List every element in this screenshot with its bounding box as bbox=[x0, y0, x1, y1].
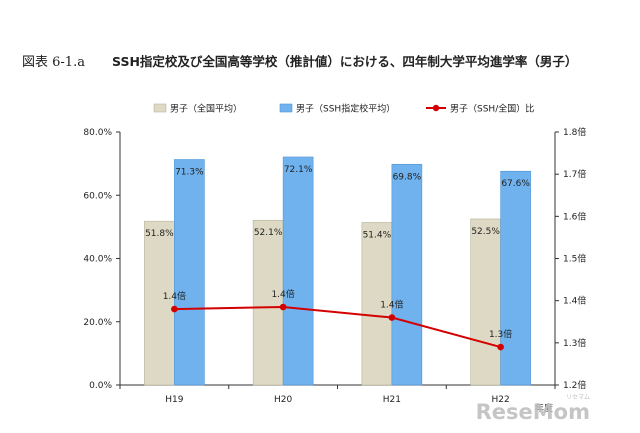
legend: 男子（全国平均） 男子（SSH指定校平均） 男子（SSH/全国）比 bbox=[153, 103, 534, 115]
x-tick-label: H21 bbox=[383, 395, 401, 405]
bar-ssh-label: 71.3% bbox=[175, 168, 204, 178]
watermark-logo: ReseMom bbox=[476, 400, 590, 424]
y-right-tick-label: 1.8倍 bbox=[563, 126, 586, 138]
figure-label: 図表 6-1.a bbox=[22, 55, 85, 70]
legend-swatch-national bbox=[153, 103, 167, 113]
axes: 0.0% 20.0% 40.0% 60.0% 80.0% 1.2倍 1.3倍 1.4倍 1.5倍… bbox=[83, 126, 586, 414]
bar-national bbox=[470, 218, 501, 386]
bar-national bbox=[252, 219, 284, 386]
ratio-point bbox=[279, 303, 287, 311]
bars bbox=[144, 156, 531, 386]
chart-title: SSH指定校及び全国高等学校（推計値）における、四年制大学平均進学率（男子） bbox=[112, 54, 577, 69]
y-left-tick-label: 40.0% bbox=[83, 255, 112, 265]
ratio-point-label: 1.4倍 bbox=[163, 290, 186, 302]
x-tick-label: H19 bbox=[165, 395, 183, 405]
x-tick-label: H20 bbox=[274, 395, 292, 405]
legend-label-ssh: 男子（SSH指定校平均） bbox=[296, 103, 395, 115]
ratio-line bbox=[171, 303, 504, 351]
y-left-tick-label: 60.0% bbox=[83, 191, 112, 201]
y-left-tick-label: 20.0% bbox=[83, 318, 112, 328]
bar-ssh-label: 72.1% bbox=[284, 165, 313, 175]
bar-national-label: 51.4% bbox=[363, 230, 392, 240]
y-right-tick-label: 1.4倍 bbox=[563, 295, 586, 307]
y-right-tick-label: 1.7倍 bbox=[563, 168, 586, 180]
bar-ssh bbox=[500, 170, 531, 386]
data-labels: 51.8% 71.3% 52.1% 72.1% 51.4% 69.8% 52.5% 67.6%… bbox=[145, 165, 530, 340]
watermark: ReseMom リセマム bbox=[476, 394, 590, 424]
bar-national bbox=[144, 220, 175, 386]
legend-label-national: 男子（全国平均） bbox=[170, 103, 242, 115]
x-axis-label: 年度 bbox=[535, 402, 553, 414]
ratio-point bbox=[171, 305, 178, 313]
ratio-series-line bbox=[174, 305, 501, 349]
y-right-tick-label: 1.3倍 bbox=[563, 337, 586, 349]
bar-ssh bbox=[174, 159, 205, 386]
bar-ssh-label: 67.6% bbox=[501, 179, 530, 189]
bar-ssh bbox=[391, 163, 423, 386]
ratio-point bbox=[388, 314, 396, 321]
ratio-point bbox=[497, 343, 504, 351]
legend-marker-ratio bbox=[432, 104, 440, 112]
y-right-tick-label: 1.6倍 bbox=[563, 210, 586, 222]
legend-swatch-ssh bbox=[279, 103, 293, 113]
bar-national-label: 51.8% bbox=[145, 229, 174, 239]
y-left-tick-label: 80.0% bbox=[83, 128, 112, 138]
bar-national-label: 52.1% bbox=[254, 228, 283, 238]
ratio-point-label: 1.4倍 bbox=[271, 288, 294, 300]
legend-label-ratio: 男子（SSH/全国）比 bbox=[450, 103, 534, 115]
ratio-point-label: 1.4倍 bbox=[380, 299, 403, 311]
y-right-tick-label: 1.5倍 bbox=[563, 253, 586, 265]
bar-ssh bbox=[282, 156, 314, 386]
y-left-tick-label: 0.0% bbox=[89, 381, 112, 391]
bar-ssh-label: 69.8% bbox=[393, 172, 422, 182]
bar-national-label: 52.5% bbox=[471, 227, 500, 237]
y-right-tick-label: 1.2倍 bbox=[563, 379, 586, 391]
x-tick-label: H22 bbox=[492, 395, 510, 405]
ratio-point-label: 1.3倍 bbox=[489, 328, 512, 340]
watermark-sub: リセマム bbox=[566, 394, 590, 401]
